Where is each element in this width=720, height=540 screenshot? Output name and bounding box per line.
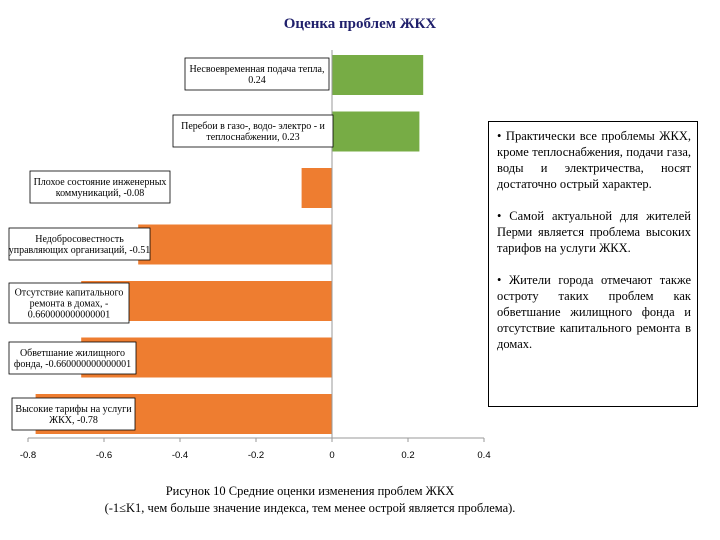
bar	[301, 168, 332, 208]
bar	[138, 224, 332, 265]
data-label: 0.24	[248, 75, 266, 86]
data-label: фонда, -0.660000000000001	[14, 359, 131, 370]
data-label: Высокие тарифы на услуги	[15, 404, 132, 415]
x-tick-label: 0	[329, 450, 334, 461]
bar	[332, 111, 420, 152]
x-tick-label: 0.4	[477, 450, 490, 461]
data-label: теплоснабжении, 0.23	[206, 132, 299, 143]
data-label: управляющих организаций, -0.51	[9, 245, 151, 256]
caption-line-2: (-1≤K1, чем больше значение индекса, тем…	[104, 501, 516, 515]
caption-line-1: Рисунок 10 Средние оценки изменения проб…	[165, 484, 455, 498]
data-label: 0.660000000000001	[28, 310, 111, 321]
data-label: Отсутствие капитального	[15, 288, 124, 299]
data-label: ЖКХ, -0.78	[49, 415, 98, 426]
data-label: коммуникаций, -0.08	[56, 188, 145, 199]
data-label: ремонта в домах, -	[30, 299, 109, 310]
data-label-box	[8, 227, 151, 261]
data-label-box	[184, 57, 330, 91]
note-item: • Самой актуальной для жителей Перми явл…	[497, 209, 691, 255]
note-item: • Практически все проблемы ЖКХ, кроме те…	[497, 129, 691, 191]
data-label: Недобросовестность	[35, 234, 124, 245]
x-tick-label: 0.2	[401, 450, 414, 461]
x-tick-label: -0.6	[96, 450, 112, 461]
data-label-box	[172, 114, 334, 148]
data-label: Обветшание жилищного	[20, 348, 125, 359]
note-box: • Практически все проблемы ЖКХ, кроме те…	[488, 121, 698, 407]
x-tick-label: -0.2	[248, 450, 264, 461]
data-label-box	[11, 397, 136, 431]
x-tick-label: -0.8	[20, 450, 36, 461]
x-tick-label: -0.4	[172, 450, 188, 461]
data-label: Несвоевременная подача тепла,	[190, 64, 325, 75]
data-label: Плохое состояние инженерных	[34, 177, 167, 188]
data-label-box	[29, 170, 171, 204]
figure-caption: Рисунок 10 Средние оценки изменения проб…	[40, 483, 580, 517]
data-label-box	[8, 282, 130, 324]
data-label-box	[8, 341, 137, 375]
data-label: Перебои в газо-, водо- электро - и	[181, 121, 325, 132]
note-item: • Жители города отмечают также остроту т…	[497, 273, 691, 351]
chart-title: Оценка проблем ЖКХ	[283, 16, 437, 32]
bar	[332, 55, 424, 95]
